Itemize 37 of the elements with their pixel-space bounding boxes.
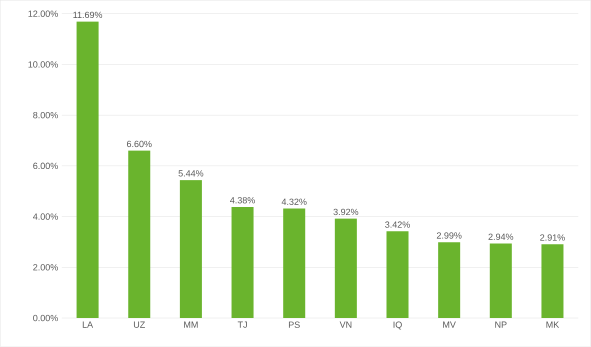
x-tick-label: MM	[184, 322, 198, 328]
x-tick-label: MK	[546, 322, 560, 328]
y-tick-label: 6.00%	[33, 162, 58, 170]
y-tick-label: 4.00%	[32, 214, 58, 220]
x-tick-label: VN	[340, 322, 352, 328]
bar	[283, 208, 306, 318]
y-tick-label: 8.00%	[33, 112, 58, 118]
data-label: 6.60%	[126, 140, 152, 148]
bar	[386, 231, 409, 318]
data-label: 4.32%	[282, 198, 307, 206]
y-tick-label: 10.00%	[28, 61, 58, 68]
data-label: 2.99%	[436, 232, 462, 239]
bar	[128, 150, 150, 318]
bar	[334, 218, 357, 318]
bar	[438, 242, 460, 318]
data-label: 3.42%	[385, 222, 410, 228]
y-tick-label: 12.00%	[28, 10, 58, 18]
x-tick-label: PS	[288, 322, 300, 328]
x-tick-label: TJ	[238, 322, 247, 328]
bar	[232, 207, 254, 318]
data-label: 4.38%	[230, 197, 255, 204]
x-tick-label: LA	[82, 322, 94, 328]
bar	[490, 244, 512, 318]
x-tick-label: MV	[443, 322, 456, 328]
bar	[180, 180, 202, 318]
data-label: 3.92%	[333, 208, 358, 216]
data-label: 2.94%	[488, 234, 514, 240]
x-tick-label: UZ	[134, 322, 145, 328]
y-tick-label: 0.00%	[33, 314, 58, 322]
x-tick-label: IQ	[394, 322, 402, 330]
bar	[541, 244, 564, 318]
x-tick-label: NP	[495, 322, 507, 328]
bar	[76, 22, 99, 318]
data-label: 11.69%	[73, 12, 102, 18]
y-tick-label: 2.00%	[33, 264, 58, 271]
data-label: 2.91%	[540, 234, 565, 241]
data-label: 5.44%	[178, 170, 204, 177]
